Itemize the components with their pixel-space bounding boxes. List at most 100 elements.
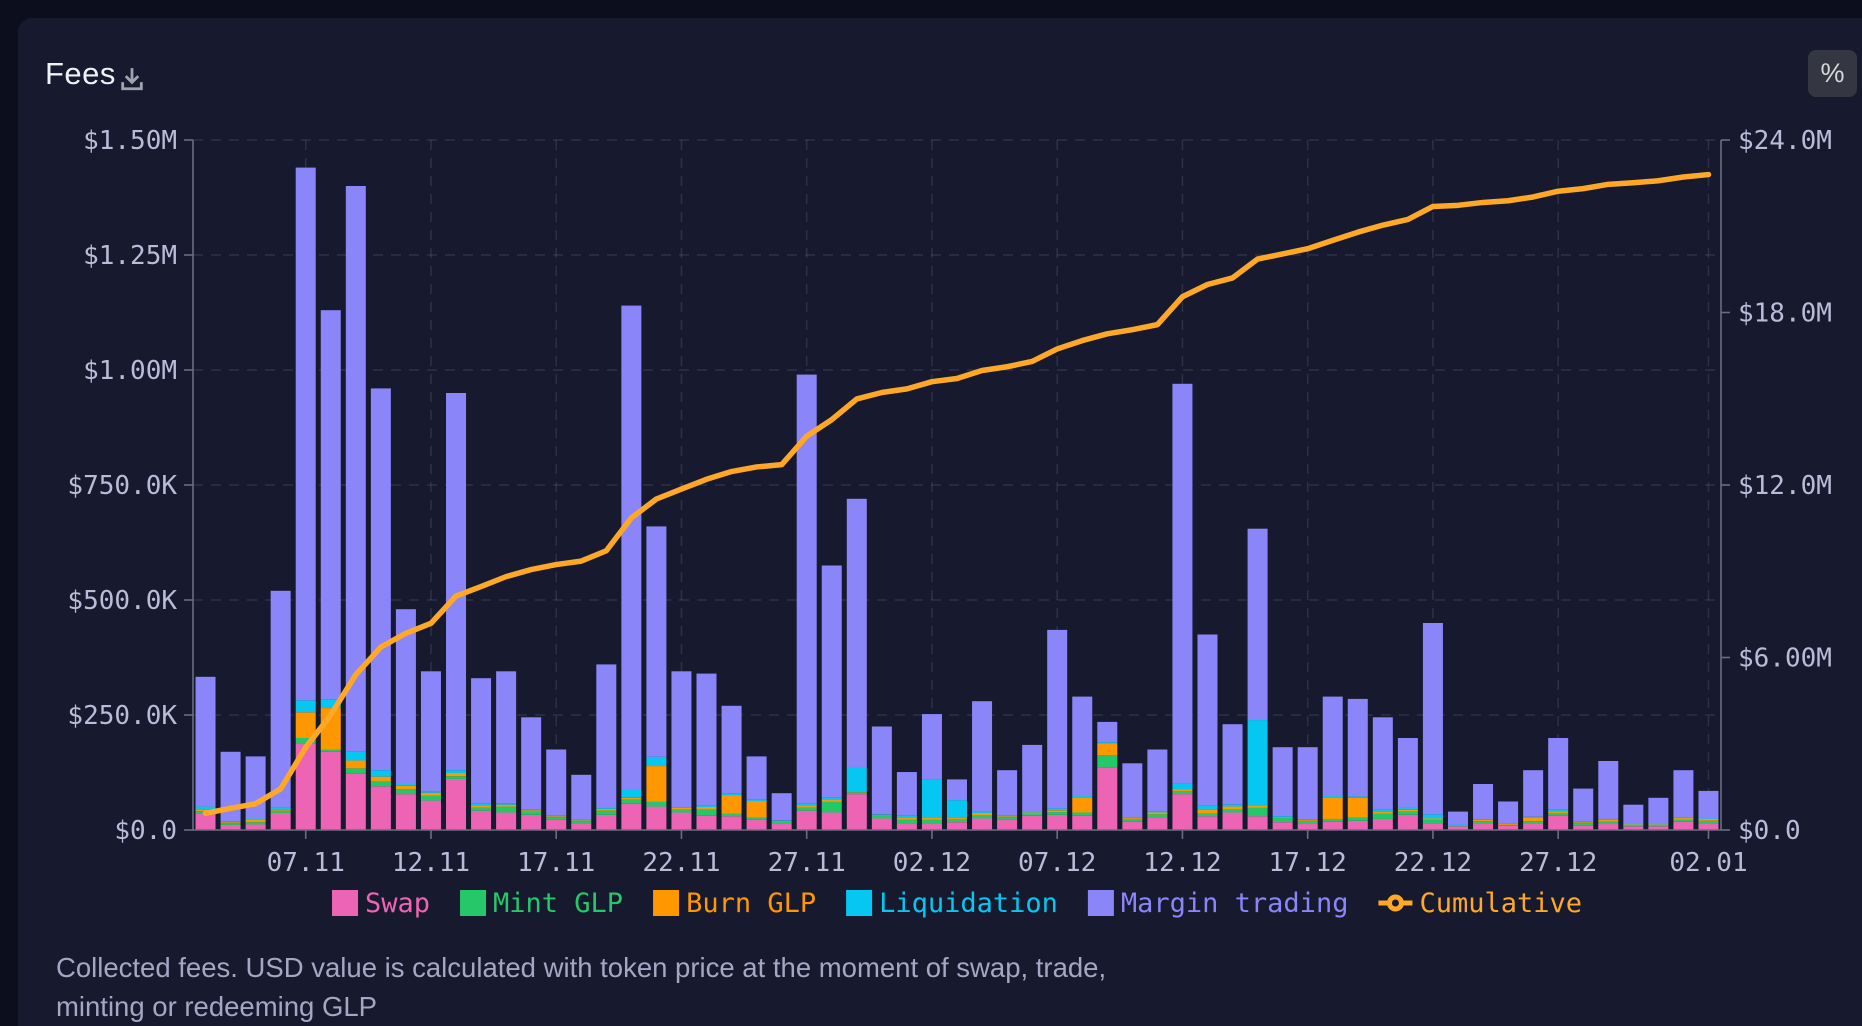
bar-segment-mint-glp[interactable] (496, 806, 517, 813)
bar-segment-margin-trading[interactable] (1097, 721, 1118, 743)
bar-segment-swap[interactable] (1097, 767, 1118, 830)
bar-group[interactable] (921, 714, 942, 830)
bar-segment-margin-trading[interactable] (821, 565, 842, 798)
bar-segment-liquidation[interactable] (1548, 809, 1569, 812)
bar-segment-swap[interactable] (1297, 824, 1318, 830)
bar-segment-burn-glp[interactable] (947, 817, 967, 819)
bar-segment-margin-trading[interactable] (1122, 763, 1143, 818)
bar-segment-swap[interactable] (1573, 825, 1594, 830)
bar-segment-swap[interactable] (195, 813, 216, 830)
bar-segment-burn-glp[interactable] (1698, 818, 1719, 821)
bar-segment-burn-glp[interactable] (921, 817, 942, 820)
bar-segment-swap[interactable] (1648, 826, 1669, 830)
bar-segment-margin-trading[interactable] (446, 393, 467, 771)
bar-segment-liquidation[interactable] (796, 803, 817, 806)
bar-segment-burn-glp[interactable] (1447, 824, 1468, 826)
bar-segment-mint-glp[interactable] (921, 819, 942, 824)
bar-segment-mint-glp[interactable] (972, 815, 993, 819)
bar-segment-mint-glp[interactable] (1147, 814, 1168, 818)
bar-segment-margin-trading[interactable] (1473, 784, 1494, 820)
bar-segment-margin-trading[interactable] (1147, 749, 1168, 812)
bar-segment-swap[interactable] (721, 816, 742, 830)
bar-segment-swap[interactable] (596, 814, 617, 830)
bar-segment-liquidation[interactable] (546, 815, 567, 817)
bar-segment-margin-trading[interactable] (671, 671, 692, 807)
bar-segment-burn-glp[interactable] (1372, 811, 1393, 814)
bar-segment-swap[interactable] (1197, 816, 1218, 830)
bar-segment-liquidation[interactable] (1172, 783, 1193, 790)
bar-segment-burn-glp[interactable] (220, 822, 241, 824)
bar-segment-margin-trading[interactable] (1498, 801, 1519, 824)
bar-segment-margin-trading[interactable] (245, 756, 266, 819)
bar-group[interactable] (796, 374, 817, 830)
bar-group[interactable] (1447, 811, 1468, 830)
bar-segment-margin-trading[interactable] (621, 305, 642, 790)
bar-segment-liquidation[interactable] (871, 814, 892, 815)
bar-segment-liquidation[interactable] (1097, 742, 1118, 744)
bar-segment-liquidation[interactable] (1573, 821, 1594, 823)
bar-segment-margin-trading[interactable] (571, 774, 592, 820)
bar-segment-burn-glp[interactable] (796, 805, 817, 808)
bar-segment-liquidation[interactable] (721, 793, 742, 796)
bar-segment-margin-trading[interactable] (270, 590, 291, 808)
bar-segment-liquidation[interactable] (1322, 795, 1343, 798)
bar-segment-liquidation[interactable] (1072, 795, 1093, 798)
bar-segment-burn-glp[interactable] (195, 809, 216, 812)
bar-segment-liquidation[interactable] (1648, 824, 1669, 825)
bar-segment-mint-glp[interactable] (1047, 812, 1068, 815)
bar-segment-liquidation[interactable] (896, 815, 917, 818)
bar-segment-liquidation[interactable] (1498, 823, 1519, 825)
bar-segment-mint-glp[interactable] (796, 807, 817, 811)
bar-segment-burn-glp[interactable] (1247, 805, 1268, 808)
bar-segment-burn-glp[interactable] (621, 797, 642, 800)
bar-group[interactable] (1197, 634, 1218, 831)
bar-segment-burn-glp[interactable] (596, 808, 617, 811)
bar-segment-margin-trading[interactable] (420, 671, 441, 792)
bar-segment-liquidation[interactable] (846, 766, 867, 792)
bar-group[interactable] (1523, 770, 1544, 830)
bar-segment-swap[interactable] (1447, 826, 1468, 830)
bar-group[interactable] (596, 664, 617, 830)
bar-segment-margin-trading[interactable] (796, 374, 817, 804)
bar-segment-margin-trading[interactable] (370, 388, 391, 771)
bar-group[interactable] (1598, 761, 1619, 830)
bar-segment-swap[interactable] (997, 819, 1018, 830)
bar-segment-mint-glp[interactable] (345, 768, 366, 774)
bar-group[interactable] (1097, 721, 1118, 830)
bar-segment-swap[interactable] (1473, 823, 1494, 830)
bar-segment-liquidation[interactable] (1698, 818, 1719, 820)
bar-segment-liquidation[interactable] (746, 799, 767, 802)
bar-segment-mint-glp[interactable] (1698, 820, 1719, 824)
bar-segment-margin-trading[interactable] (521, 717, 542, 810)
bar-group[interactable] (896, 772, 917, 830)
bar-segment-mint-glp[interactable] (947, 818, 967, 823)
bar-segment-liquidation[interactable] (821, 797, 842, 800)
bar-segment-liquidation[interactable] (1122, 817, 1143, 819)
bar-segment-mint-glp[interactable] (1447, 825, 1468, 827)
bar-segment-swap[interactable] (1698, 823, 1719, 830)
bar-segment-swap[interactable] (1072, 815, 1093, 830)
bar-segment-liquidation[interactable] (370, 770, 391, 777)
bar-segment-mint-glp[interactable] (546, 817, 567, 820)
bar-segment-liquidation[interactable] (947, 800, 967, 818)
bar-segment-burn-glp[interactable] (1322, 797, 1343, 819)
bar-segment-margin-trading[interactable] (1322, 696, 1343, 796)
bar-segment-burn-glp[interactable] (646, 766, 667, 802)
bar-group[interactable] (1573, 788, 1594, 830)
bar-segment-mint-glp[interactable] (596, 810, 617, 815)
bar-segment-mint-glp[interactable] (1473, 821, 1494, 824)
bar-segment-liquidation[interactable] (1197, 805, 1218, 810)
bar-group[interactable] (721, 705, 742, 830)
bar-group[interactable] (1347, 698, 1368, 830)
bar-group[interactable] (420, 671, 441, 830)
bar-segment-mint-glp[interactable] (1523, 821, 1544, 824)
bar-segment-liquidation[interactable] (345, 751, 366, 761)
bar-segment-burn-glp[interactable] (295, 712, 316, 738)
bar-segment-liquidation[interactable] (521, 809, 542, 811)
bar-group[interactable] (696, 673, 717, 830)
bar-segment-mint-glp[interactable] (997, 817, 1018, 820)
bar-segment-swap[interactable] (972, 818, 993, 831)
bar-segment-mint-glp[interactable] (671, 809, 692, 813)
bar-segment-burn-glp[interactable] (1498, 824, 1519, 825)
